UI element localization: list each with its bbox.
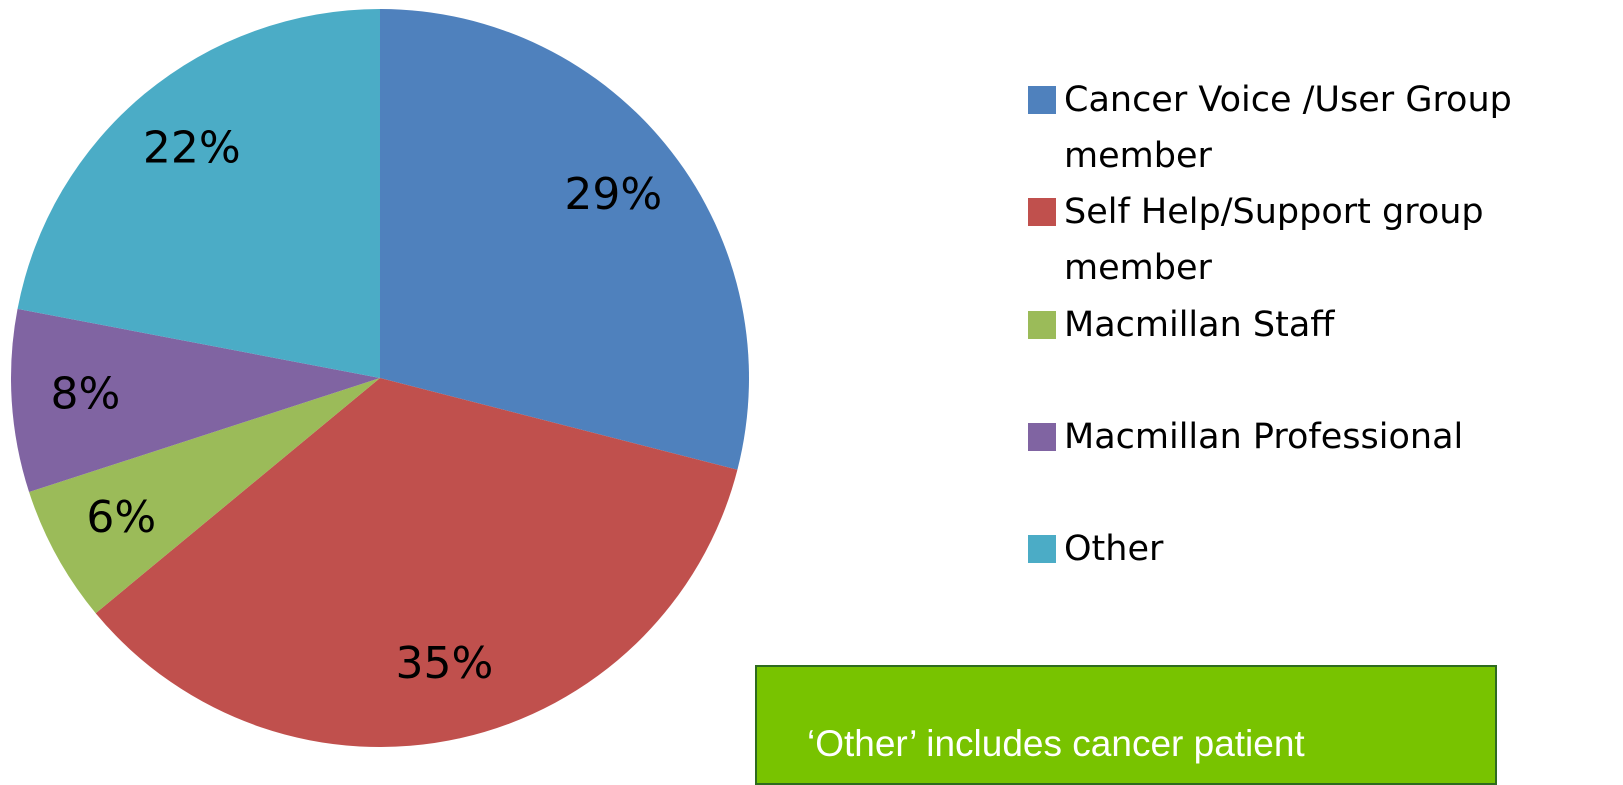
legend-item: Macmillan Staff	[1028, 297, 1588, 353]
legend-swatch	[1028, 311, 1056, 339]
legend-swatch	[1028, 198, 1056, 226]
legend-label: Self Help/Support group member	[1064, 192, 1484, 288]
pie-slice	[10, 308, 381, 493]
data-label: 8%	[50, 369, 120, 420]
data-label: 29%	[564, 169, 662, 220]
legend-item: Other	[1028, 521, 1588, 577]
data-label: 22%	[143, 123, 241, 174]
data-label: 6%	[86, 492, 156, 543]
legend-item: Macmillan Professional	[1028, 409, 1588, 465]
legend-item: Self Help/Support group member	[1028, 184, 1588, 296]
pie-chart: 29% 35% 6% 8% 22%	[10, 9, 750, 748]
pie-slice	[17, 9, 380, 378]
legend-swatch	[1028, 535, 1056, 563]
annotation-box: ‘Other’ includes cancer patient	[755, 665, 1497, 785]
pie-slice	[29, 378, 380, 614]
legend-label: Macmillan Professional	[1064, 417, 1464, 457]
annotation: ‘Other’ includes cancer patient	[807, 723, 1305, 764]
legend-label: Cancer Voice /User Group member	[1064, 80, 1512, 176]
legend-label: Macmillan Staff	[1064, 305, 1335, 345]
pie-slice	[380, 9, 750, 470]
legend-swatch	[1028, 423, 1056, 451]
legend-swatch	[1028, 86, 1056, 114]
legend-label: Other	[1064, 529, 1164, 569]
pie-slice	[95, 378, 738, 748]
data-label: 35%	[395, 638, 493, 689]
legend-item: Cancer Voice /User Group member	[1028, 72, 1588, 184]
